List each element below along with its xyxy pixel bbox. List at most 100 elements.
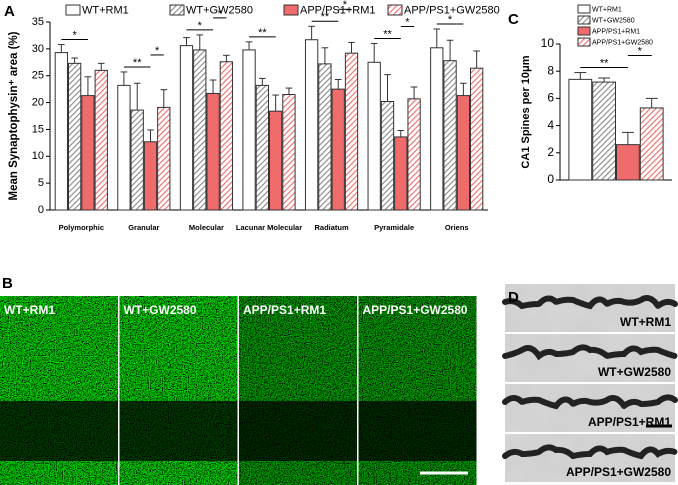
y-tick-label: 6 bbox=[547, 91, 554, 105]
panel-label: A bbox=[4, 3, 15, 20]
significance-label: ** bbox=[133, 57, 142, 69]
bar bbox=[344, 52, 359, 211]
legend-swatch bbox=[169, 4, 185, 16]
y-tick-label: 10 bbox=[541, 36, 555, 50]
legend-label: APP/PS1+RM1 bbox=[300, 4, 376, 16]
bar bbox=[206, 92, 220, 211]
legend-swatch bbox=[387, 4, 403, 16]
y-tick-label: 10 bbox=[32, 150, 44, 162]
significance-label: ** bbox=[383, 28, 392, 40]
significance-label: * bbox=[155, 45, 160, 57]
bar bbox=[456, 95, 471, 211]
bar bbox=[67, 62, 82, 211]
bar bbox=[318, 63, 332, 211]
y-tick-label: 30 bbox=[32, 43, 44, 55]
bar bbox=[117, 84, 131, 211]
bar bbox=[242, 49, 256, 211]
legend-swatch bbox=[577, 4, 591, 14]
y-tick-label: 15 bbox=[32, 123, 44, 135]
bar bbox=[157, 106, 171, 211]
legend-swatch bbox=[577, 26, 591, 36]
panel-label: C bbox=[508, 11, 519, 28]
bar bbox=[94, 69, 108, 211]
micrograph-label: APP/PS1+GW2580 bbox=[363, 303, 468, 317]
bar bbox=[81, 95, 95, 211]
bar bbox=[430, 47, 444, 211]
dendrite bbox=[502, 344, 678, 361]
x-tick-label: Radiatum bbox=[314, 223, 349, 232]
bar bbox=[255, 84, 270, 211]
bar bbox=[282, 94, 296, 211]
significance-label: ** bbox=[258, 27, 267, 39]
micrograph-label: WT+GW2580 bbox=[598, 365, 671, 379]
y-tick-label: 20 bbox=[32, 96, 44, 108]
x-tick-label: Pyramidale bbox=[374, 223, 414, 232]
significance-label: ** bbox=[600, 57, 609, 69]
panel-label: D bbox=[508, 289, 519, 306]
bar bbox=[193, 49, 207, 211]
dendrite-texture bbox=[505, 334, 675, 382]
x-tick-label: Polymorphic bbox=[59, 223, 104, 232]
y-tick-label: 25 bbox=[32, 70, 44, 82]
legend-swatch bbox=[577, 37, 591, 47]
x-tick-label: Oriens bbox=[445, 223, 469, 232]
y-tick-label: 2 bbox=[547, 145, 554, 159]
bar bbox=[179, 45, 194, 211]
legend-label: WT+RM1 bbox=[82, 4, 129, 16]
dendrite bbox=[502, 444, 678, 460]
micrograph-label: WT+GW2580 bbox=[124, 303, 197, 317]
micrograph-label: APP/PS1+RM1 bbox=[243, 303, 326, 317]
bar bbox=[380, 100, 395, 211]
y-tick-label: 4 bbox=[547, 118, 554, 132]
x-tick-label: Lacunar Molecular bbox=[236, 223, 302, 232]
bar bbox=[54, 52, 68, 211]
bar bbox=[269, 110, 283, 211]
legend-swatch bbox=[65, 4, 81, 16]
pyramidal-layer bbox=[0, 401, 118, 461]
bar bbox=[616, 144, 640, 181]
legend-label: WT+GW2580 bbox=[592, 17, 635, 24]
y-tick-label: 35 bbox=[32, 16, 44, 28]
dendrite-texture bbox=[505, 434, 675, 482]
micrograph-label: APP/PS1+GW2580 bbox=[566, 465, 671, 479]
dendrite bbox=[502, 295, 678, 311]
legend-label: APP/PS1+RM1 bbox=[592, 28, 640, 35]
legend-swatch bbox=[577, 15, 591, 25]
significance-label: * bbox=[72, 29, 77, 41]
bar bbox=[394, 136, 408, 211]
legend-label: WT+GW2580 bbox=[186, 4, 253, 16]
y-tick-label: 0 bbox=[547, 172, 554, 186]
significance-label: * bbox=[448, 14, 453, 26]
pyramidal-layer bbox=[358, 401, 477, 461]
significance-label: * bbox=[343, 0, 348, 11]
legend-label: APP/PS1+GW2580 bbox=[404, 4, 500, 16]
bar bbox=[407, 98, 421, 211]
bar bbox=[130, 109, 144, 211]
legend-label: WT+RM1 bbox=[592, 6, 622, 13]
dendrite-texture bbox=[505, 384, 675, 432]
bar bbox=[443, 60, 457, 211]
bar bbox=[367, 61, 381, 211]
significance-label: * bbox=[198, 20, 203, 32]
y-axis-label: CA1 Spines per 10μm bbox=[520, 55, 532, 168]
panel-label: B bbox=[2, 275, 13, 292]
significance-label: ** bbox=[321, 11, 330, 23]
micrograph-label: WT+RM1 bbox=[4, 303, 55, 317]
x-tick-label: Molecular bbox=[189, 223, 224, 232]
significance-label: * bbox=[218, 8, 223, 20]
bar bbox=[568, 78, 593, 181]
legend-swatch bbox=[283, 4, 299, 16]
pyramidal-layer bbox=[239, 401, 357, 461]
significance-label: * bbox=[405, 16, 410, 28]
x-tick-label: Granular bbox=[128, 223, 159, 232]
y-tick-label: 8 bbox=[547, 63, 554, 77]
micrograph-label: WT+RM1 bbox=[620, 315, 671, 329]
bar bbox=[592, 81, 617, 181]
bar bbox=[143, 141, 158, 211]
bar bbox=[470, 67, 484, 211]
bar bbox=[639, 107, 664, 181]
y-axis-label: Mean Synaptophysin⁺ area (%) bbox=[8, 31, 20, 200]
bar bbox=[219, 61, 234, 211]
pyramidal-layer bbox=[119, 401, 238, 461]
